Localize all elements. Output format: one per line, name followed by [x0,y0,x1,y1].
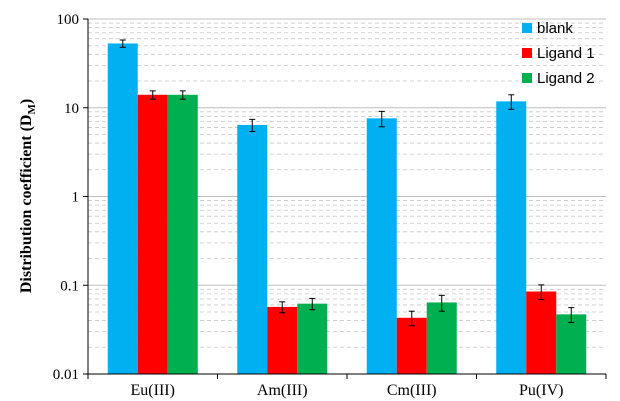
x-category-label: Pu(IV) [519,382,563,399]
y-tick-label: 10 [64,101,79,117]
x-category-label: Cm(III) [387,382,437,399]
bar-ligand-1-2 [396,317,427,374]
legend-label: Ligand 2 [537,70,595,87]
y-tick-label: 100 [57,12,80,28]
bar-blank-1 [237,124,268,374]
bar-blank-3 [496,101,527,374]
y-tick-label: 0.1 [60,278,79,294]
y-axis-title-main: Distribution coefficient (D [18,115,35,294]
legend-swatch [522,73,532,83]
y-axis-title-close: ) [18,99,35,104]
bar-ligand-1-3 [526,291,557,374]
bar-blank-0 [107,43,138,374]
bar-ligand-1-1 [267,306,298,374]
legend-swatch [522,23,532,33]
axes [83,18,607,379]
y-tick-label: 1 [72,190,80,206]
y-tick-label: 0.01 [53,367,79,383]
bar-ligand-2-3 [556,314,587,374]
bar-ligand-2-0 [167,94,198,375]
bar-ligand-1-0 [137,94,168,375]
x-category-label: Eu(III) [131,382,175,399]
bars [107,39,587,375]
bar-ligand-2-1 [297,303,328,374]
legend-swatch [522,48,532,58]
legend: blank Ligand 1 Ligand 2 [522,20,595,87]
legend-label: Ligand 1 [537,45,595,62]
legend-label: blank [537,20,573,37]
x-category-label: Am(III) [257,382,308,399]
x-category-labels: Eu(III) Am(III) Cm(III) Pu(IV) [131,382,564,399]
y-tick-labels: 100 10 1 0.1 0.01 [53,12,79,383]
y-axis-title: Distribution coefficient (DM) [18,99,38,293]
bar-blank-2 [366,118,397,375]
bar-ligand-2-2 [426,302,457,374]
y-axis-title-sub: M [26,104,38,115]
